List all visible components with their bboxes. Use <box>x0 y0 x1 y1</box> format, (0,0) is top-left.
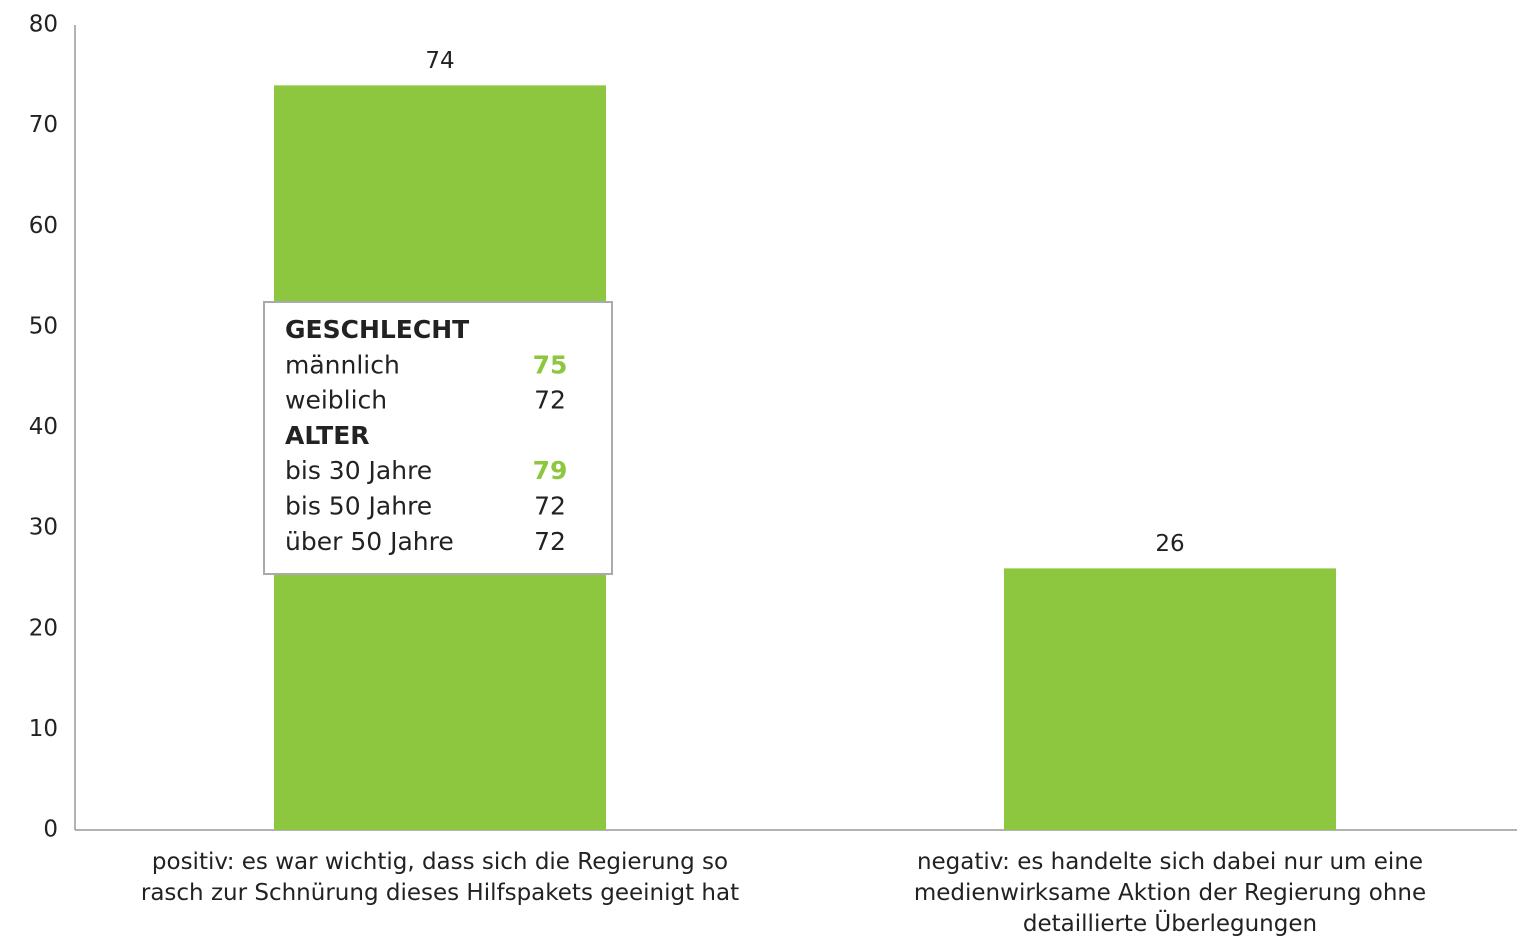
bar <box>1004 568 1336 830</box>
annotation-label: bis 50 Jahre <box>285 492 432 521</box>
y-tick-label: 30 <box>29 515 58 541</box>
annotation-heading: ALTER <box>285 421 370 450</box>
y-tick-label: 20 <box>29 615 58 641</box>
annotation-label: bis 30 Jahre <box>285 456 432 485</box>
annotation-label: weiblich <box>285 386 387 415</box>
y-tick-label: 80 <box>29 12 58 38</box>
annotation-value: 79 <box>533 456 568 485</box>
x-tick-label: positiv: es war wichtig, dass sich die R… <box>140 849 740 906</box>
data-label: 74 <box>425 48 454 74</box>
annotation-label: über 50 Jahre <box>285 527 454 556</box>
x-tick-label: negativ: es handelte sich dabei nur um e… <box>913 849 1427 937</box>
annotation-heading: GESCHLECHT <box>285 315 469 344</box>
annotation-label: männlich <box>285 350 400 379</box>
y-tick-label: 0 <box>43 817 58 843</box>
y-tick-label: 60 <box>29 213 58 239</box>
y-tick-label: 50 <box>29 313 58 339</box>
y-tick-label: 70 <box>29 112 58 138</box>
data-label: 26 <box>1155 531 1184 557</box>
y-tick-label: 40 <box>29 414 58 440</box>
annotation-box <box>263 301 613 575</box>
y-tick-label: 10 <box>29 716 58 742</box>
annotation-value: 72 <box>534 527 566 556</box>
annotation-value: 75 <box>533 350 568 379</box>
annotation-value: 72 <box>534 386 566 415</box>
annotation-value: 72 <box>534 492 566 521</box>
